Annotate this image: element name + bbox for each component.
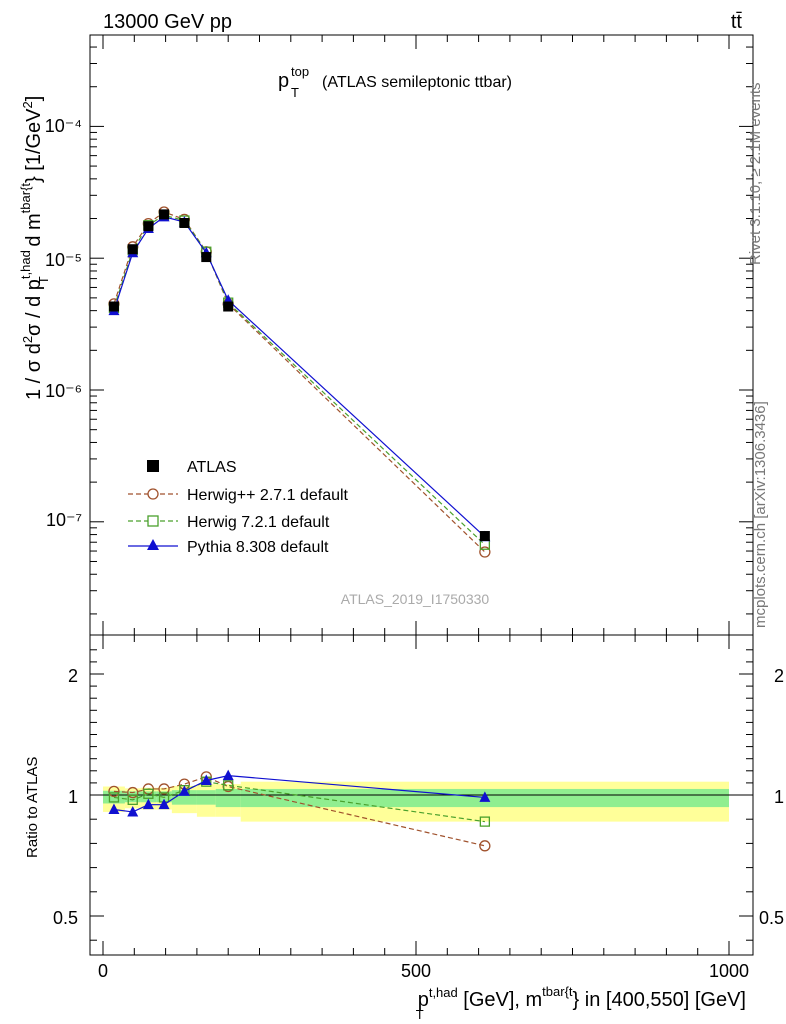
analysis-watermark: ATLAS_2019_I1750330: [341, 591, 490, 607]
ratio-ytick-label-right-1: 1: [774, 787, 784, 807]
ratio-herwig-7-2-1-default-point: [108, 792, 120, 803]
main-atlas-point: [159, 209, 170, 220]
main-atlas-point: [127, 244, 138, 255]
main-atlas-point: [108, 301, 119, 312]
ratio-pythia-8-308-default-point: [142, 798, 154, 810]
energy-label: 13000 GeV pp: [103, 11, 232, 33]
main-atlas-point: [143, 221, 154, 232]
ratio-ytick-label-2: 2: [68, 666, 78, 686]
ratio-pythia-8-308-default-point: [200, 774, 212, 785]
band-inner-bin: [140, 791, 157, 803]
ratio-ytick-label-right-0.5: 0.5: [759, 908, 784, 928]
ratio-herwig-2-7-1-default-point: [479, 840, 491, 852]
main-atlas-point: [179, 217, 190, 228]
ratio-ylabel: Ratio to ATLAS: [24, 757, 41, 858]
legend-pythia-marker: [147, 539, 159, 550]
ratio-ytick-labels: 0.5 1 2 0.5 1 2: [53, 666, 784, 928]
ratio-pythia-8-308-default-point: [108, 803, 120, 815]
ratio-herwig-2-7-1-default-point: [158, 783, 170, 795]
plot-title: p top T (ATLAS semileptonic ttbar): [278, 64, 512, 100]
ratio-ytick-label-0.5: 0.5: [53, 908, 78, 928]
band-inner-bin: [215, 788, 241, 808]
main-atlas-point: [223, 301, 234, 312]
title-main: p: [278, 70, 289, 92]
ytick-label-1e-4: 10⁻⁴: [45, 116, 82, 136]
ytick-label-1e-7: 10⁻⁷: [46, 510, 82, 530]
legend-herwigpp-label: Herwig++ 2.7.1 default: [187, 487, 349, 504]
ratio-series-group: [108, 769, 491, 852]
main-atlas-point: [479, 531, 490, 542]
legend-herwig7-marker: [147, 515, 159, 527]
axis-ticks: [90, 35, 753, 955]
ratio-pythia-8-308-default-point: [479, 791, 491, 802]
xtick-label-1000: 1000: [709, 961, 749, 981]
band-inner-bin: [196, 790, 216, 805]
xtick-label-0: 0: [98, 961, 108, 981]
ratio-herwig-2-7-1-default-point: [127, 786, 139, 799]
band-inner-bin: [171, 790, 197, 805]
ratio-ytick-label-1: 1: [68, 787, 78, 807]
mcplots-label: mcplots.cern.ch [arXiv:1306.3436]: [752, 401, 769, 628]
main-atlas-point: [201, 252, 212, 263]
ratio-herwig-7-2-1-default-point: [223, 780, 234, 791]
main-series-group: [108, 206, 491, 558]
ratio-pythia-8-308-default-point: [158, 798, 170, 810]
title-sup: top: [291, 64, 309, 79]
ratio-ytick-label-right-2: 2: [774, 666, 784, 686]
xtick-labels: 0 500 1000: [98, 961, 749, 981]
ratio-pythia-8-308-default-point: [222, 769, 234, 781]
main-ylabel: 1 / σ d2σ / d pt,hadT d mtbar{t} [1/GeV2…: [18, 96, 51, 400]
band-inner-bin: [124, 791, 141, 803]
ytick-label-1e-5: 10⁻⁵: [45, 250, 82, 270]
legend-herwig7-label: Herwig 7.2.1 default: [187, 514, 330, 531]
band-inner-bin: [103, 790, 125, 804]
process-label: tt̄: [731, 11, 743, 33]
ratio-pythia-8-308-default-point: [127, 805, 139, 817]
xlabel: pt,had T [GeV], mtbar{t} in [400,550] [Ge…: [416, 984, 746, 1022]
ratio-herwig-7-2-1-default-point: [479, 816, 491, 827]
xtick-label-500: 500: [401, 961, 431, 981]
title-sub: T: [291, 85, 299, 100]
legend: ATLAS Herwig++ 2.7.1 default Herwig 7.2.…: [128, 459, 349, 556]
legend-atlas-label: ATLAS: [187, 459, 237, 476]
ratio-herwig-2-7-1-default-point: [108, 785, 120, 798]
main-ytick-labels: 10⁻⁷ 10⁻⁶ 10⁻⁵ 10⁻⁴: [45, 116, 82, 530]
ytick-label-1e-6: 10⁻⁶: [45, 381, 82, 401]
ratio-herwig-7-2-1-default-point: [127, 794, 138, 805]
ratio-herwig-7-2-1-default-point: [143, 788, 154, 799]
legend-pythia-label: Pythia 8.308 default: [187, 539, 329, 556]
ratio-pythia-8-308-default-point: [178, 785, 190, 796]
main-herwig-2-7-1-default-point: [479, 546, 491, 558]
legend-atlas-marker: [147, 460, 159, 472]
title-rest: (ATLAS semileptonic ttbar): [322, 74, 512, 91]
ratio-herwig-7-2-1-default-line: [113, 781, 485, 823]
legend-herwigpp-marker: [147, 488, 159, 500]
ratio-pythia-8-308-default-line: [113, 775, 485, 813]
rivet-label: Rivet 3.1.10, ≥ 2.1M events: [747, 83, 764, 266]
